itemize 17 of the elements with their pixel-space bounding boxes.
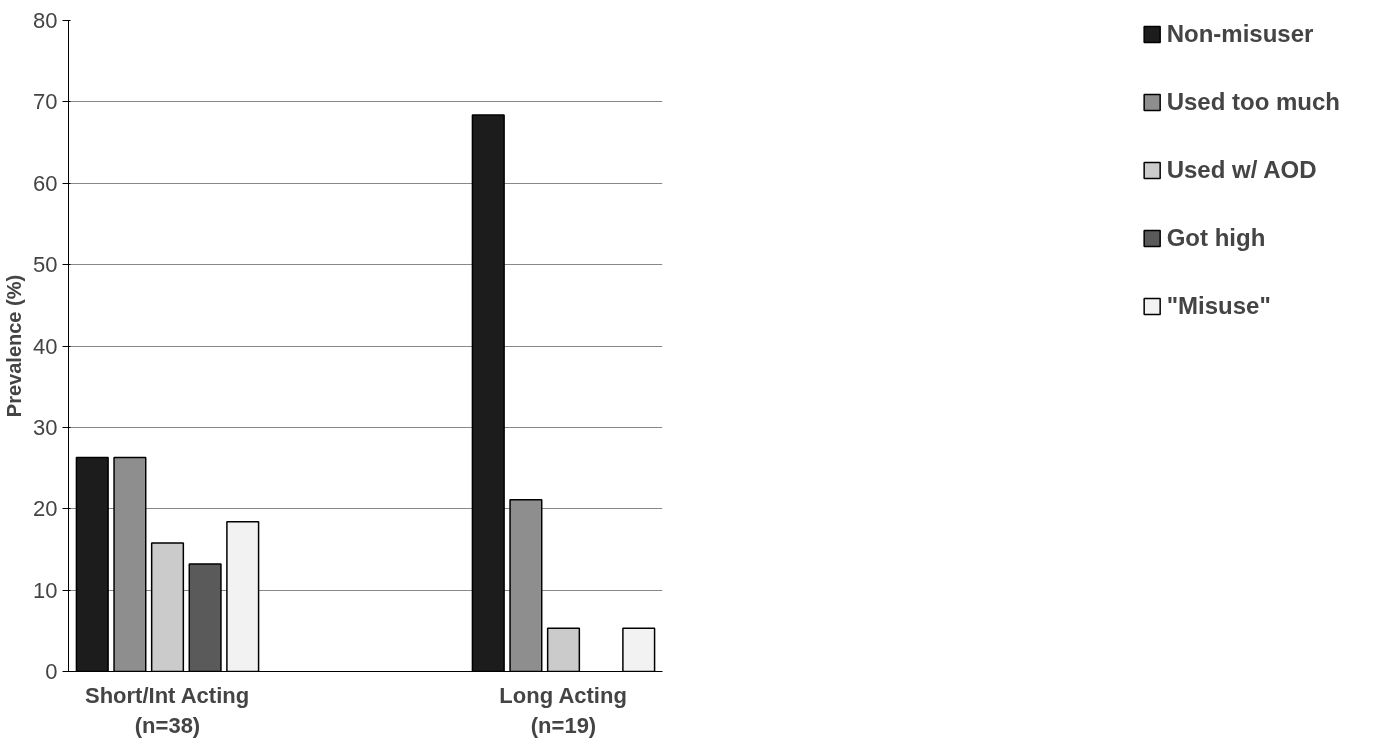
x-tick-label: Long Acting (n=19)	[499, 682, 627, 738]
legend-label: Non-misuser	[1166, 20, 1314, 48]
y-axis-title: Prevalence (%)	[3, 274, 26, 418]
y-tick-label: 40	[33, 333, 58, 359]
x-tick-label: Short/Int Acting (n=38)	[85, 682, 250, 738]
y-tick-label: 20	[33, 496, 58, 522]
y-tick-label: 30	[33, 414, 58, 440]
y-tick-label: 80	[33, 8, 58, 33]
y-tick-label: 50	[33, 252, 58, 278]
legend-label: "Misuse"	[1166, 292, 1271, 320]
y-tick-label: 0	[45, 659, 58, 684]
legend-label: Used w/ AOD	[1166, 156, 1317, 184]
y-tick-label: 60	[33, 170, 58, 196]
y-tick-label: 10	[33, 577, 58, 603]
legend-label: Used too much	[1166, 88, 1340, 116]
y-tick-label: 70	[33, 89, 58, 115]
legend-label: Got high	[1166, 224, 1266, 252]
